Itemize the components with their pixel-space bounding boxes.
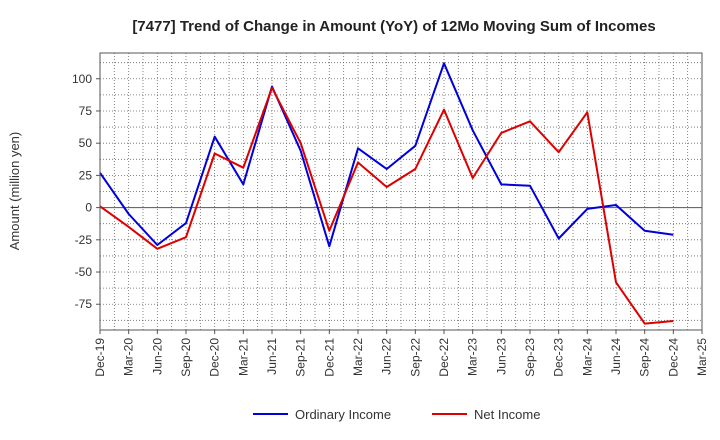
grid-lines bbox=[99, 53, 703, 330]
x-tick-label: Dec-24 bbox=[666, 338, 680, 377]
x-tick-label: Sep-23 bbox=[523, 338, 537, 377]
x-tick-label: Mar-20 bbox=[122, 338, 136, 376]
x-tick-label: Mar-24 bbox=[580, 338, 594, 376]
series-line-ordinary-income bbox=[99, 62, 674, 248]
x-tick-label: Dec-23 bbox=[552, 338, 566, 377]
series-line-net-income bbox=[99, 86, 674, 325]
x-tick-label: Sep-20 bbox=[179, 338, 193, 377]
y-tick-label: 100 bbox=[72, 72, 92, 86]
plot-border bbox=[99, 52, 703, 331]
x-tick-label: Jun-20 bbox=[150, 338, 164, 375]
x-tick-label: Dec-19 bbox=[93, 338, 107, 377]
legend-label: Net Income bbox=[474, 407, 540, 422]
x-tick-label: Mar-25 bbox=[695, 338, 709, 376]
x-tick-label: Mar-23 bbox=[466, 338, 480, 376]
x-tick-label: Sep-21 bbox=[294, 338, 308, 377]
x-tick-label: Dec-22 bbox=[437, 338, 451, 377]
x-tick-label: Jun-21 bbox=[265, 338, 279, 375]
x-tick-label: Mar-22 bbox=[351, 338, 365, 376]
y-tick-label: 75 bbox=[79, 104, 93, 118]
legend-label: Ordinary Income bbox=[295, 407, 391, 422]
x-axis-ticks: Dec-19 Mar-20 Jun-20 Sep-20 Dec-20 Mar-21 Jun-… bbox=[93, 330, 709, 377]
x-tick-label: Jun-23 bbox=[494, 338, 508, 375]
y-tick-label: 50 bbox=[79, 136, 93, 150]
y-tick-label: -75 bbox=[75, 297, 93, 311]
x-tick-label: Dec-20 bbox=[208, 338, 222, 377]
y-tick-label: 0 bbox=[85, 201, 92, 215]
x-tick-label: Jun-22 bbox=[380, 338, 394, 375]
y-axis-label: Amount (million yen) bbox=[7, 132, 22, 251]
y-tick-label: -50 bbox=[75, 265, 93, 279]
y-tick-label: -25 bbox=[75, 233, 93, 247]
x-tick-label: Sep-24 bbox=[638, 338, 652, 377]
chart-title: [7477] Trend of Change in Amount (YoY) o… bbox=[132, 18, 655, 35]
x-tick-label: Jun-24 bbox=[609, 338, 623, 375]
y-axis-ticks: 100 75 50 25 0 -25 -50 -75 bbox=[72, 72, 100, 311]
legend: Ordinary Income Net Income bbox=[253, 407, 540, 422]
y-tick-label: 25 bbox=[79, 168, 93, 182]
x-tick-label: Dec-21 bbox=[322, 338, 336, 377]
x-tick-label: Mar-21 bbox=[236, 338, 250, 376]
x-tick-label: Sep-22 bbox=[408, 338, 422, 377]
series-lines bbox=[99, 62, 674, 325]
